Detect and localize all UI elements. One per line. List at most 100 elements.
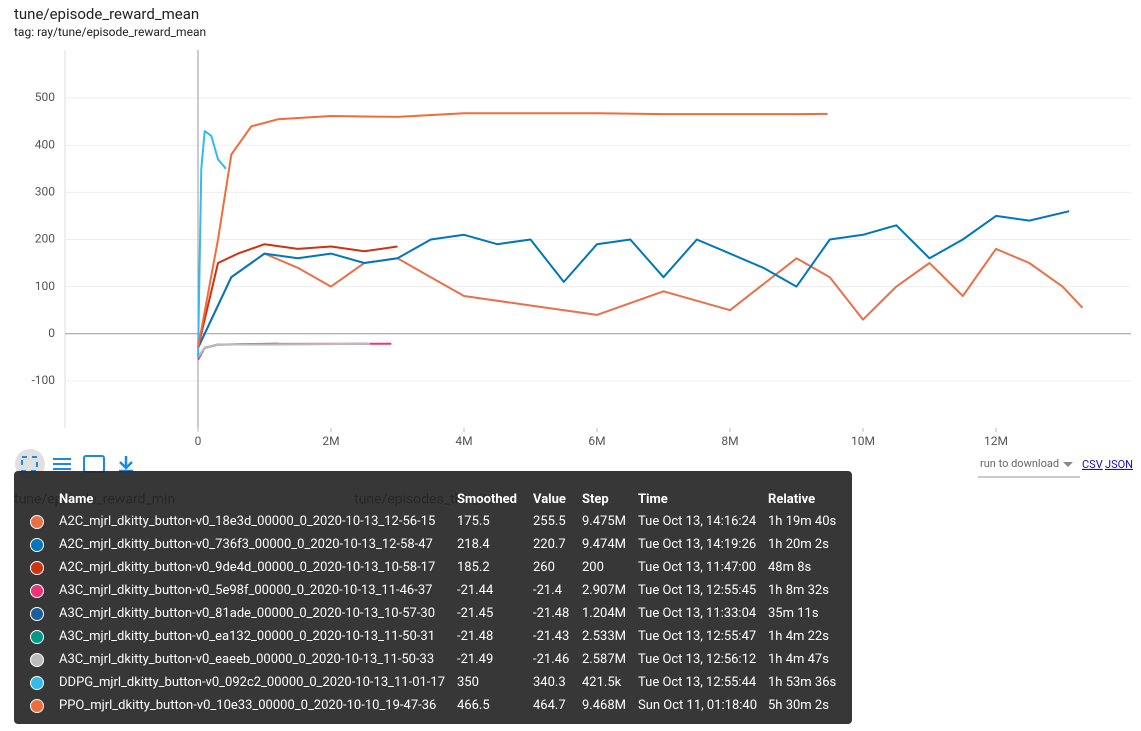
json-link[interactable]: JSON — [1105, 458, 1133, 471]
tooltip-header: Value — [533, 492, 566, 507]
run-name: A2C_mjrl_dkitty_button-v0_736f3_00000_0_… — [59, 537, 433, 552]
series-line — [197, 247, 1084, 349]
tooltip-header: Smoothed — [457, 492, 517, 507]
legend-dot — [30, 653, 44, 667]
run-name: A3C_mjrl_dkitty_button-v0_81ade_00000_0_… — [59, 606, 436, 621]
tooltip-header: Name — [59, 492, 94, 507]
tooltip-cell: 340.3 — [533, 675, 566, 690]
series-line — [197, 342, 371, 358]
tooltip-cell: Tue Oct 13, 12:55:45 — [638, 583, 757, 598]
x-tick-label: 12M — [984, 434, 1008, 448]
x-tick-label: 4M — [455, 434, 472, 448]
tooltip-cell: -21.43 — [533, 629, 570, 644]
tooltip-cell: 220.7 — [533, 537, 566, 552]
y-tick-label: 300 — [35, 185, 55, 199]
tooltip-cell: 2.533M — [582, 629, 627, 644]
series-line — [197, 342, 392, 361]
y-tick-label: 0 — [48, 326, 55, 340]
tooltip-cell: 350 — [457, 675, 479, 690]
tooltip-cell: -21.4 — [533, 583, 562, 598]
series-line — [197, 112, 828, 349]
y-tick-label: 400 — [35, 137, 55, 151]
tooltip-cell: Tue Oct 13, 11:47:00 — [638, 560, 757, 575]
plot: -100 0 100 200 300 400 500 0 2M 4M 6M 8M 10M 12M — [31, 50, 1131, 448]
tooltip-cell: 1h 53m 36s — [768, 675, 837, 690]
run-name: PPO_mjrl_dkitty_button-v0_10e33_00000_0_… — [59, 698, 437, 713]
run-name: A3C_mjrl_dkitty_button-v0_5e98f_00000_0_… — [59, 583, 433, 598]
tooltip-cell: Tue Oct 13, 14:19:26 — [638, 537, 757, 552]
run-name: A2C_mjrl_dkitty_button-v0_9de4d_00000_0_… — [59, 560, 436, 575]
tooltip-cell: 218.4 — [457, 537, 490, 552]
legend-dot — [30, 699, 44, 713]
tooltip-cell: -21.49 — [457, 652, 494, 667]
tooltip-cell: 421.5k — [582, 675, 622, 690]
series-line — [197, 243, 398, 349]
tooltip-cell: 185.2 — [457, 560, 490, 575]
x-tick-label: 6M — [588, 434, 605, 448]
tooltip-header: Time — [638, 492, 668, 507]
tooltip-cell: 1h 4m 47s — [768, 652, 829, 667]
tooltip-cell: 48m 8s — [768, 560, 812, 575]
legend-dot — [30, 676, 44, 690]
tooltip-cell: -21.48 — [533, 606, 570, 621]
y-tick-label: 200 — [35, 232, 55, 246]
series-line — [197, 342, 367, 358]
tooltip-cell: 9.475M — [582, 514, 627, 529]
tooltip-cell: Tue Oct 13, 12:55:44 — [638, 675, 757, 690]
x-tick-label: 8M — [721, 434, 738, 448]
tooltip-cell: 175.5 — [457, 514, 490, 529]
download-button[interactable] — [119, 456, 133, 473]
tooltip-cell: -21.44 — [457, 583, 494, 598]
tooltip-cell: 2.907M — [582, 583, 627, 598]
tooltip-cell: 1h 8m 32s — [768, 583, 829, 598]
x-tick-label: 10M — [851, 434, 875, 448]
tooltip-cell: 260 — [533, 560, 555, 575]
tooltip-cell: 466.5 — [457, 698, 490, 713]
x-tick-label: 2M — [322, 434, 339, 448]
tooltip-cell: 5h 30m 2s — [768, 698, 829, 713]
tooltip-cell: 200 — [582, 560, 604, 575]
tooltip-cell: 1h 19m 40s — [768, 514, 837, 529]
tooltip-cell: -21.46 — [533, 652, 570, 667]
run-name: A2C_mjrl_dkitty_button-v0_18e3d_00000_0_… — [59, 514, 436, 529]
tooltip-cell: 1h 20m 2s — [768, 537, 829, 552]
run-name: A3C_mjrl_dkitty_button-v0_eaeeb_00000_0_… — [59, 652, 435, 667]
run-name: DDPG_mjrl_dkitty_button-v0_092c2_00000_0… — [59, 675, 446, 690]
tooltip-cell: 35m 11s — [768, 606, 819, 621]
toolbar: run to download CSV JSON — [15, 449, 1133, 479]
legend-dot — [30, 584, 44, 598]
select-arrow — [1063, 462, 1073, 467]
tooltip-cell: -21.45 — [457, 606, 494, 621]
series-line — [197, 210, 1070, 349]
csv-link[interactable]: CSV — [1082, 458, 1103, 471]
tooltip-header: Relative — [768, 492, 816, 507]
y-tick-label: 500 — [35, 90, 55, 104]
zoom-button[interactable] — [83, 455, 105, 473]
download-select[interactable]: run to download — [980, 457, 1059, 470]
y-tick-label: -100 — [31, 373, 55, 387]
tooltip-cell: 2.587M — [582, 652, 627, 667]
y-tick-label: 100 — [35, 279, 55, 293]
legend-dot — [30, 538, 44, 552]
tooltip-cell: Sun Oct 11, 01:18:40 — [638, 698, 758, 713]
tooltip: Name Smoothed Value Step Time Relative A2C_mjr… — [14, 471, 852, 724]
legend-dot — [30, 561, 44, 575]
series-line — [197, 130, 227, 358]
legend-dot — [30, 515, 44, 529]
tooltip-cell: 255.5 — [533, 514, 566, 529]
chart-tag: tag: ray/tune/episode_reward_mean — [14, 25, 206, 39]
tooltip-header: Step — [582, 492, 609, 507]
list-button[interactable] — [53, 458, 71, 470]
tooltip-cell: 464.7 — [533, 698, 566, 713]
tooltip-cell: 1.204M — [582, 606, 627, 621]
tooltip-cell: Tue Oct 13, 12:55:47 — [638, 629, 757, 644]
chart-title: tune/episode_reward_mean — [14, 5, 199, 23]
fit-icon — [21, 456, 38, 472]
tooltip-cell: -21.48 — [457, 629, 494, 644]
tooltip-cell: 9.474M — [582, 537, 627, 552]
tooltip-cell: Tue Oct 13, 11:33:04 — [638, 606, 757, 621]
tooltip-cell: 1h 4m 22s — [768, 629, 829, 644]
tooltip-cell: 9.468M — [582, 698, 627, 713]
x-tick-label: 0 — [195, 434, 202, 448]
